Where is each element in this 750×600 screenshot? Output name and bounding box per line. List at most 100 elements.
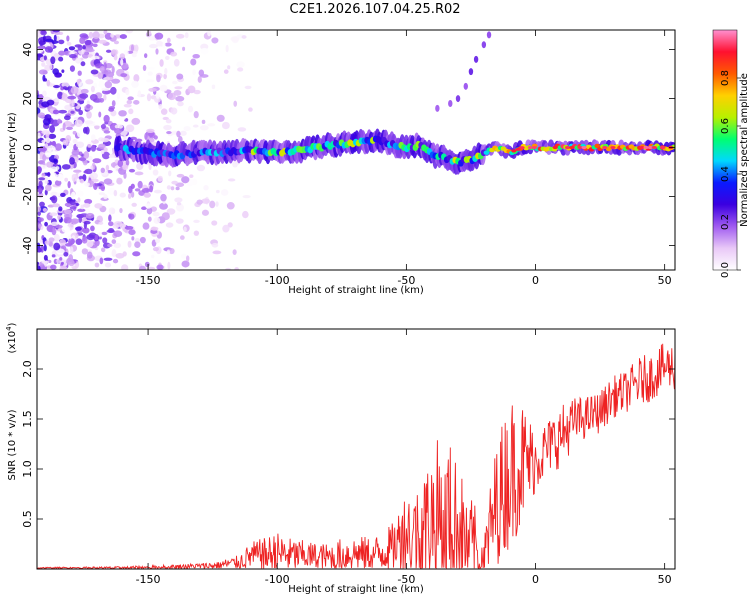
spectrogram-noise-cell [134, 171, 144, 176]
snr-series-line [37, 343, 675, 569]
spectrogram-noise-cell [173, 58, 180, 67]
spectrogram-noise-cell [133, 74, 140, 83]
spectrogram-noise-cell [87, 144, 92, 148]
spectrogram-noise-cell [38, 177, 46, 181]
spectrogram-noise-cell [148, 66, 155, 70]
spectrogram-noise-cell [52, 203, 60, 208]
spectrogram-noise-cell [42, 233, 50, 237]
spectrogram-noise-cell [128, 168, 136, 173]
spectrogram-noise-cell [151, 254, 155, 259]
spectrogram-noise-cell [166, 131, 172, 135]
spectrogram-noise-cell [125, 124, 135, 133]
spectrogram-noise-cell [69, 54, 77, 59]
spectrogram-noise-cell [43, 78, 48, 82]
spectrogram-noise-cell [172, 80, 178, 85]
spectrogram-noise-cell [55, 173, 64, 182]
spectrogram-x-label: Height of straight line (km) [288, 285, 424, 296]
spectrogram-noise-cell [170, 51, 178, 57]
spectrogram-noise-cell [93, 82, 98, 89]
spectrogram-noise-cell [50, 166, 57, 171]
spectrogram-noise-cell [77, 208, 86, 212]
spectrogram-noise-cell [137, 180, 143, 189]
spectrogram-noise-cell [152, 211, 160, 217]
spectrogram-noise-cell [131, 236, 135, 241]
spectrogram-noise-cell [40, 30, 47, 36]
spectrogram-noise-cell [142, 222, 150, 230]
spectrogram-noise-cell [114, 127, 122, 134]
spectrogram-noise-cell [203, 184, 209, 191]
spectrogram-noise-cell [41, 130, 50, 135]
spectrogram-noise-cell [110, 143, 115, 149]
spectrogram-noise-cell [148, 162, 152, 171]
spectrogram-noise-cell [175, 186, 180, 191]
spectrogram-noise-cell [183, 126, 191, 132]
spectrogram-noise-cell [159, 202, 168, 210]
snr-y-label: SNR (10 * v/v) [7, 409, 18, 480]
spectrogram-noise-cell [115, 252, 125, 259]
spectrogram-noise-cell [127, 96, 134, 101]
spectrogram-noise-cell [100, 123, 106, 130]
spectrogram-noise-cell [58, 56, 64, 62]
spectrogram-noise-cell [197, 76, 202, 83]
spectrogram-noise-cell [89, 172, 99, 180]
spectrogram-noise-cell [44, 221, 48, 227]
spectrogram-noise-cell [168, 247, 175, 255]
spectrogram-noise-cell [116, 92, 121, 100]
spectrogram-noise-cell [168, 170, 172, 177]
spectrogram-noise-cell [63, 115, 71, 121]
spectrogram-noise-cell [98, 232, 102, 237]
spectrogram-noise-cell [123, 134, 127, 142]
spectrogram-ridge-peak [639, 145, 645, 150]
spectrogram-noise-cell [63, 251, 69, 257]
spectrogram-noise-cell [102, 237, 108, 244]
spectrogram-noise-cell [60, 261, 64, 265]
spectrogram-noise-cell [80, 88, 89, 94]
spectrogram-noise-cell [146, 93, 152, 102]
spectrogram-noise-cell [69, 206, 77, 210]
spectrogram-noise-cell [196, 164, 206, 172]
spectrogram-noise-cell [99, 65, 105, 72]
spectrogram-noise-cell [165, 118, 172, 124]
spectrogram-noise-cell [176, 203, 185, 212]
spectrogram-noise-cell [94, 262, 100, 268]
spectrogram-noise-cell [68, 46, 76, 51]
spectrogram-y-label: Frequency (Hz) [7, 112, 18, 188]
spectrogram-noise-cell [92, 158, 102, 164]
spectrogram-noise-cell [101, 247, 106, 253]
spectrogram-track-cell [481, 41, 487, 49]
spectrogram-noise-cell [108, 221, 114, 227]
spectrogram-noise-cell [180, 253, 188, 259]
snr-frame [36, 328, 676, 570]
spectrogram-marks [37, 30, 675, 270]
spectrogram-noise-cell [139, 236, 146, 244]
spectrogram-noise-cell [104, 63, 113, 69]
spectrogram-noise-cell [147, 71, 153, 76]
spectrogram-panel: -150 -100 -50 0 50 -40 -20 0 20 40 Height of str… [7, 29, 676, 296]
spectrogram-noise-cell [119, 53, 126, 60]
spectrogram-noise-cell [37, 132, 41, 139]
spectrogram-noise-cell [100, 149, 105, 155]
spectrogram-noise-cell [92, 43, 98, 48]
spectrogram-noise-cell [62, 86, 68, 90]
spectrogram-noise-cell [111, 249, 117, 258]
spectrogram-noise-cell [71, 173, 78, 182]
spectrogram-noise-cell [80, 61, 86, 67]
spectrogram-noise-cell [67, 181, 71, 189]
spectrogram-noise-cell [176, 173, 185, 178]
spectrogram-noise-cell [166, 185, 172, 190]
spectrogram-noise-cell [86, 111, 92, 119]
spectrogram-noise-cell [94, 120, 104, 126]
spectrogram-noise-cell [41, 62, 46, 67]
spectrogram-noise-cell [104, 81, 113, 89]
spectrogram-noise-cell [77, 70, 82, 76]
spectrogram-noise-cell [211, 220, 218, 226]
spectrogram-noise-cell [71, 99, 75, 107]
spectrogram-noise-cell [162, 41, 166, 49]
spectrogram-noise-cell [72, 138, 78, 144]
spectrogram-noise-cell [101, 87, 110, 91]
spectrogram-y-tick-label: 20 [21, 92, 34, 106]
spectrogram-noise-cell [80, 156, 86, 162]
spectrogram-noise-cell [97, 72, 104, 79]
spectrogram-noise-cell [98, 80, 105, 88]
